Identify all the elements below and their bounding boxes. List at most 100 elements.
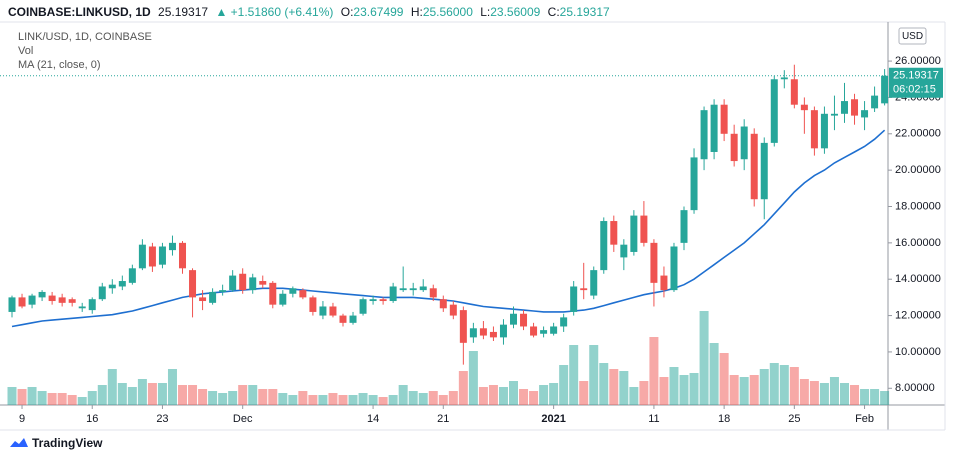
candle-body (499, 324, 507, 338)
candle-body (108, 284, 116, 289)
volume-bar (358, 393, 368, 405)
volume-bar (308, 395, 318, 405)
volume-bar (268, 389, 278, 405)
candle-body (469, 328, 477, 338)
currency-button[interactable] (898, 27, 927, 45)
candle-body (530, 326, 538, 336)
volume-bar (609, 369, 619, 405)
volume-bar (719, 353, 729, 405)
volume-bar (17, 389, 27, 405)
volume-bar (258, 389, 268, 405)
candle-body (209, 291, 217, 303)
volume-bar (819, 383, 829, 405)
candle-body (118, 281, 126, 287)
x-tick-label: 14 (367, 413, 379, 425)
candle-body (650, 242, 658, 283)
y-tick-label: 18.00000 (895, 200, 941, 212)
candle-body (419, 286, 427, 291)
x-tick-label: 23 (156, 413, 168, 425)
candle-body (369, 299, 377, 302)
candle-body (58, 297, 66, 303)
last-price: 25.19317 (158, 5, 209, 19)
volume-bar (689, 373, 699, 405)
header: COINBASE:LINKUSD, 1D 25.19317 ▲ +1.51860… (8, 5, 614, 19)
candle-body (780, 77, 788, 80)
volume-bar (759, 369, 769, 405)
candle-body (359, 299, 367, 314)
volume-bar (47, 393, 57, 405)
candle-body (439, 299, 447, 309)
volume-bar (519, 389, 529, 405)
volume-bar (509, 381, 518, 405)
candle-body (730, 133, 738, 162)
volume-bar (7, 387, 17, 405)
volume-bar (679, 375, 689, 405)
volume-bar (418, 393, 428, 405)
volume-bar (378, 397, 388, 405)
candle-body (269, 282, 277, 305)
l-value: 23.56009 (490, 5, 541, 19)
y-tick-label: 22.00000 (895, 128, 941, 140)
o-value: 23.67499 (353, 5, 404, 19)
candle-body (279, 293, 287, 305)
candle-body (148, 246, 156, 267)
volume-bar (228, 391, 238, 405)
currency[interactable]: USD (902, 31, 923, 42)
candle-body (349, 315, 357, 323)
candle-body (98, 286, 106, 300)
candle-body (510, 313, 517, 325)
x-tick-label: 2021 (541, 413, 565, 425)
volume-bar (167, 369, 177, 405)
candle-body (128, 268, 136, 283)
candle-body (229, 275, 237, 291)
candle-body (399, 288, 407, 291)
x-tick-label: 25 (788, 413, 800, 425)
volume-bar (880, 391, 890, 405)
candle-body (660, 275, 668, 291)
candle-body (800, 104, 808, 111)
volume-bar (157, 383, 167, 405)
volume-bar (147, 383, 157, 405)
volume-bar (37, 391, 47, 405)
candle-body (78, 306, 86, 309)
candle-body (750, 133, 758, 200)
symbol: COINBASE:LINKUSD, 1D (8, 5, 151, 19)
volume-bar (448, 391, 458, 405)
candle-body (810, 110, 818, 149)
volume-bar (368, 395, 378, 405)
volume-bar (318, 395, 328, 405)
candle-body (409, 288, 417, 291)
volume-bar (839, 383, 849, 405)
candle-body (48, 295, 56, 302)
o-label: O: (340, 5, 354, 19)
volume-bar (388, 395, 398, 405)
price-label-box (889, 67, 943, 98)
candle-body (429, 288, 437, 298)
volume-bar (539, 385, 549, 405)
volume-bar (579, 381, 589, 405)
candle-body (449, 304, 457, 316)
candle-body (861, 110, 869, 118)
volume-bar (779, 365, 789, 405)
volume-bar (789, 367, 799, 405)
candle-body (18, 297, 26, 307)
change: ▲ +1.51860 (+6.41%) (215, 5, 334, 19)
volume-bar (398, 385, 408, 405)
candle-body (630, 215, 638, 252)
candle-body (600, 221, 608, 271)
y-tick-label: 20.00000 (895, 164, 941, 176)
volume-bar (709, 343, 719, 405)
x-tick-label: Dec (233, 413, 253, 425)
volume-bar (769, 363, 779, 405)
candle-body (68, 299, 76, 303)
volume-bar (298, 391, 308, 405)
volume-bar (97, 385, 107, 405)
candle-body (158, 246, 166, 265)
countdown: 06:02:15 (893, 84, 936, 96)
candle-body (199, 297, 207, 302)
candle-body (560, 317, 568, 327)
candle-body (88, 299, 96, 311)
volume-bar (208, 391, 218, 405)
candle-body (168, 242, 176, 251)
